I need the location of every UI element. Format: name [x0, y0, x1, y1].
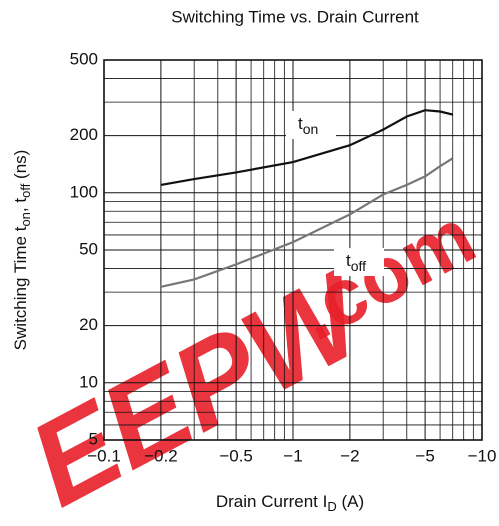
- plot-frame: [103, 59, 483, 441]
- x-tick-label: −10: [468, 446, 497, 465]
- series-label-sub: off: [351, 258, 366, 274]
- x-tick-label: −0.5: [219, 446, 253, 465]
- watermark: .com: [282, 191, 489, 357]
- series-label: toff: [346, 251, 366, 273]
- x-axis-label-part: (A): [337, 492, 364, 511]
- series-label-bg: [334, 248, 384, 276]
- y-tick-label: 200: [70, 125, 98, 144]
- y-axis-label-sub: off: [18, 183, 33, 198]
- x-axis-label-sub: D: [327, 499, 336, 514]
- y-tick-label: 500: [70, 49, 98, 68]
- x-tick-label: −0.2: [144, 446, 178, 465]
- x-tick-label: −0.1: [87, 446, 121, 465]
- y-axis-label-sub: on: [18, 212, 33, 226]
- series-line: [160, 157, 454, 288]
- x-axis-label-part: Drain Current I: [216, 492, 327, 511]
- x-tick-label: −1: [283, 446, 302, 465]
- series-label: ton: [298, 114, 318, 136]
- x-tick-label: −5: [415, 446, 434, 465]
- x-axis-label: Drain Current ID (A): [216, 492, 364, 514]
- y-tick-label: 100: [70, 182, 98, 201]
- y-axis-label-part: Switching Time t: [11, 226, 30, 350]
- y-axis-label: Switching Time ton, toff (ns): [11, 150, 33, 351]
- y-tick-label: 10: [79, 372, 98, 391]
- chart-title: Switching Time vs. Drain Current: [171, 7, 419, 26]
- series-label-sub: on: [303, 121, 319, 137]
- y-tick-label: 50: [79, 239, 98, 258]
- series-label-name: t: [298, 114, 303, 133]
- series-line: [160, 109, 453, 186]
- y-tick-label: 20: [79, 315, 98, 334]
- x-tick-label: −2: [340, 446, 359, 465]
- series-label-name: t: [346, 251, 351, 270]
- y-axis-label-part: , t: [11, 198, 30, 212]
- y-tick-label: 5: [89, 429, 98, 448]
- series-label-bg: [286, 111, 336, 139]
- y-axis-label-part: (ns): [11, 150, 30, 184]
